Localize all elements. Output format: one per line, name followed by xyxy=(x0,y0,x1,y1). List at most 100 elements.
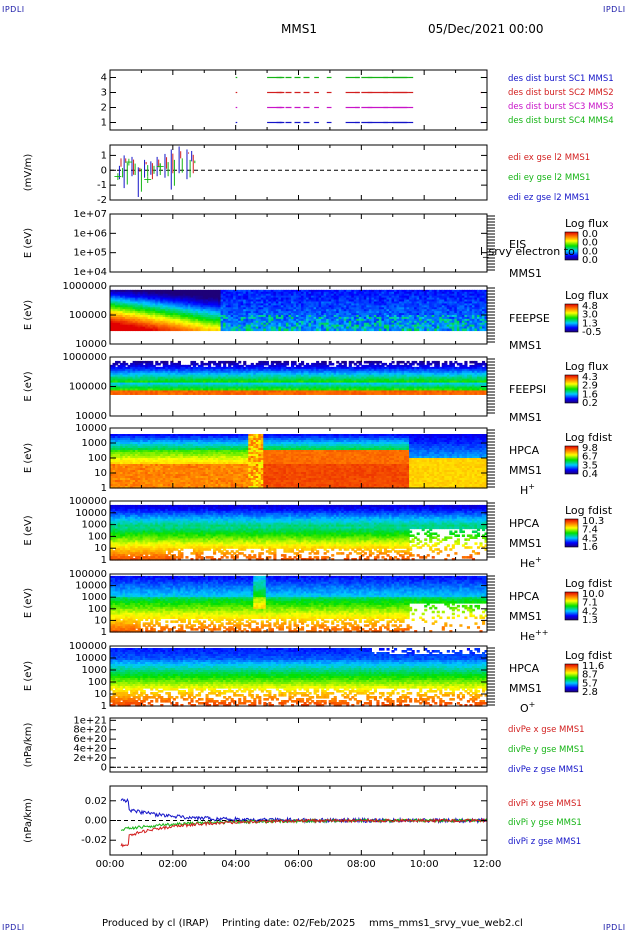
eis-y-tick-label: 1e+04 xyxy=(73,267,107,278)
feepsi-y-axis-label: E (eV) xyxy=(23,371,34,401)
eis-side-label: MMS1 xyxy=(509,267,542,280)
time-axis-tick-label: 04:00 xyxy=(221,859,250,870)
hpca_o-side-label: O+ xyxy=(520,700,535,715)
hpca_o-y-tick-label: 100 xyxy=(88,677,107,688)
hpca_hepp-y-tick-label: 10 xyxy=(94,615,107,626)
divpi-y-tick-label: 0.02 xyxy=(85,796,107,807)
eis-y-tick-label: 1e+07 xyxy=(73,209,107,220)
hpca_h-y-tick-label: 10000 xyxy=(75,423,107,434)
edi-legend-entry: edi ex gse l2 MMS1 xyxy=(508,153,590,163)
time-axis-tick-label: 00:00 xyxy=(96,859,125,870)
divpi-z-line xyxy=(121,799,487,822)
footer-printing-date: Printing date: 02/Feb/2025 xyxy=(222,918,355,929)
hpca_o-colorbar xyxy=(565,664,578,692)
edi-legend-entry: edi ez gse l2 MMS1 xyxy=(508,193,590,203)
footer-produced-by: Produced by cl (IRAP) xyxy=(102,918,209,929)
hpca_he-colorbar-tick: 1.6 xyxy=(582,542,598,553)
hpca_h-y-tick-label: 100 xyxy=(88,453,107,464)
hpca_h-colorbar xyxy=(565,446,578,474)
burst-legend-entry: des dist burst SC4 MMS4 xyxy=(508,116,614,126)
edi-y-tick-label: -1 xyxy=(97,180,107,191)
divpi-y-axis-label: (nPa/km) xyxy=(23,798,34,843)
edi-y-tick-label: 1 xyxy=(101,150,107,161)
feepsi-spectrogram xyxy=(110,361,488,395)
burst-y-tick-label: 2 xyxy=(101,103,107,114)
hpca_h-y-tick-label: 1 xyxy=(101,483,107,494)
hpca_hepp-side-label: MMS1 xyxy=(509,610,542,623)
divpe-legend-entry: divPe y gse MMS1 xyxy=(508,745,585,755)
hpca_hepp-y-tick-label: 1 xyxy=(101,627,107,638)
divpi-legend-entry: divPi x gse MMS1 xyxy=(508,799,582,809)
hpca_hepp-y-tick-label: 10000 xyxy=(75,581,107,592)
hpca_he-y-tick-label: 10000 xyxy=(75,508,107,519)
divpe-legend-entry: divPe x gse MMS1 xyxy=(508,725,585,735)
divpe-y-tick-label: 0 xyxy=(101,762,107,773)
hpca_hepp-side-label: HPCA xyxy=(509,590,540,603)
feepse-y-axis-label: E (eV) xyxy=(23,300,34,330)
feepsi-y-tick-label: 1000000 xyxy=(62,352,107,363)
hpca_o-side-label: MMS1 xyxy=(509,682,542,695)
hpca_h-side-label: H+ xyxy=(520,482,535,497)
edi-y-tick-label: 0 xyxy=(101,165,107,176)
hpca_h-side-label: MMS1 xyxy=(509,464,542,477)
divpe-frame xyxy=(110,718,487,772)
hpca_he-side-label: HPCA xyxy=(509,517,540,530)
divpi-legend-entry: divPi y gse MMS1 xyxy=(508,818,582,828)
hpca_h-colorbar-tick: 0.4 xyxy=(582,469,598,480)
hpca_he-y-tick-label: 100000 xyxy=(69,496,107,507)
hpca_he-side-label: He+ xyxy=(520,555,542,570)
hpca_o-spectrogram xyxy=(110,648,488,707)
divpi-x-line xyxy=(121,819,487,846)
divpi-legend-entry: divPi z gse MMS1 xyxy=(508,837,581,847)
feepsi-side-label: FEEPSI xyxy=(509,383,546,396)
burst-y-tick-label: 3 xyxy=(101,88,107,99)
hpca_hepp-spectrogram xyxy=(110,576,488,633)
edi-legend-entry: edi ey gse l2 MMS1 xyxy=(508,173,590,183)
feepsi-y-tick-label: 10000 xyxy=(75,411,107,422)
burst-legend-entry: des dist burst SC1 MMS1 xyxy=(508,74,614,84)
footer-file: mms_mms1_srvy_vue_web2.cl xyxy=(369,918,523,929)
feepsi-colorbar-tick: 0.2 xyxy=(582,398,598,409)
feepse-colorbar xyxy=(565,304,578,332)
eis-frame xyxy=(110,214,487,272)
eis-y-tick-label: 1e+06 xyxy=(73,228,107,239)
hpca_he-y-tick-label: 10 xyxy=(94,543,107,554)
edi-y-axis-label: (mV/m) xyxy=(23,154,34,192)
feepse-y-tick-label: 1000000 xyxy=(62,281,107,292)
eis-overlay-text: l_srvy electron to xyxy=(480,245,575,258)
time-axis-tick-label: 02:00 xyxy=(158,859,187,870)
feepse-y-tick-label: 100000 xyxy=(69,310,107,321)
edi-y-tick-label: -2 xyxy=(97,195,107,206)
feepse-y-tick-label: 10000 xyxy=(75,339,107,350)
hpca_o-colorbar-tick: 2.8 xyxy=(582,687,598,698)
feepsi-y-tick-label: 100000 xyxy=(69,382,107,393)
burst-y-tick-label: 4 xyxy=(101,73,107,84)
time-axis-tick-label: 12:00 xyxy=(473,859,502,870)
multi-panel-chart: 1 2 3 4 -2 -1 0 1 (mV/m) 1e+07 1e+06 1e+05 1e+04 E (e… xyxy=(0,0,630,934)
hpca_he-spectrogram xyxy=(110,505,488,561)
hpca_h-y-tick-label: 1000 xyxy=(82,438,107,449)
hpca_hepp-side-label: He++ xyxy=(520,628,548,643)
hpca_hepp-y-tick-label: 100 xyxy=(88,604,107,615)
hpca_o-y-axis-label: E (eV) xyxy=(23,661,34,691)
edi-ey-point: + xyxy=(113,170,122,183)
burst-legend-entry: des dist burst SC3 MMS3 xyxy=(508,102,614,112)
hpca_o-y-tick-label: 10 xyxy=(94,689,107,700)
hpca_h-y-axis-label: E (eV) xyxy=(23,443,34,473)
divpe-legend-entry: divPe z gse MMS1 xyxy=(508,765,584,775)
eis-y-tick-label: 1e+05 xyxy=(73,248,107,259)
feepse-side-label: MMS1 xyxy=(509,339,542,352)
hpca_o-y-tick-label: 1 xyxy=(101,701,107,712)
time-axis-tick-label: 10:00 xyxy=(410,859,439,870)
eis-y-axis-label: E (eV) xyxy=(23,228,34,258)
divpi-y-tick-label: -0.02 xyxy=(81,835,107,846)
edi-ey-point: + xyxy=(124,155,133,168)
hpca_h-spectrogram xyxy=(110,434,488,489)
edi-ey-point: + xyxy=(156,160,165,173)
hpca_hepp-y-tick-label: 1000 xyxy=(82,592,107,603)
burst-legend-entry: des dist burst SC2 MMS2 xyxy=(508,88,614,98)
feepse-side-label: FEEPSE xyxy=(509,312,550,325)
hpca_h-y-tick-label: 10 xyxy=(94,468,107,479)
hpca_he-y-axis-label: E (eV) xyxy=(23,515,34,545)
hpca_hepp-colorbar-tick: 1.3 xyxy=(582,615,598,626)
